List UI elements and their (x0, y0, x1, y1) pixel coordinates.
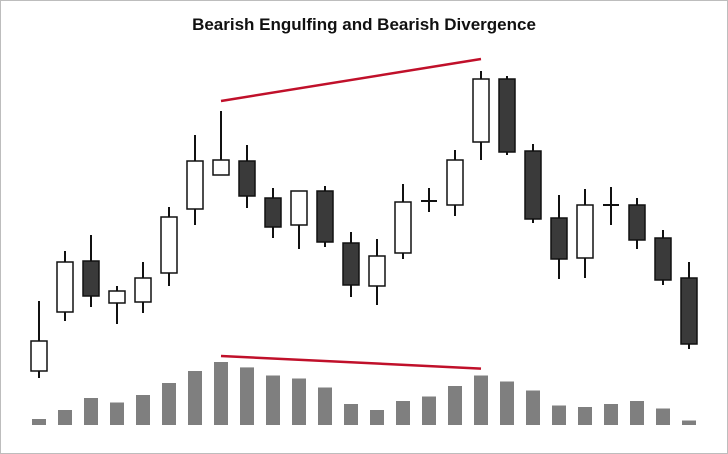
candle-body-down (264, 197, 282, 228)
volume-bar (370, 410, 384, 425)
candle-body-up (30, 340, 48, 372)
volume-bar (32, 419, 46, 425)
volume-bar (630, 401, 644, 425)
volume-bar (266, 375, 280, 425)
volume-bar (500, 381, 514, 425)
volume-bar (474, 375, 488, 425)
candle-body-down (680, 277, 698, 345)
chart-title: Bearish Engulfing and Bearish Divergence (192, 15, 536, 34)
candle-body-up (108, 290, 126, 304)
volume-bar (58, 410, 72, 425)
volume-bar (136, 395, 150, 425)
candle-body-up (56, 261, 74, 313)
volume-bar (318, 387, 332, 425)
volume-bar (162, 383, 176, 425)
volume-bar (422, 396, 436, 425)
candle-body-up (134, 277, 152, 303)
price-divergence-line (220, 57, 482, 103)
volume-bar (604, 404, 618, 425)
volume-bar (84, 398, 98, 425)
volume-divergence-line (220, 354, 482, 370)
volume-bar (526, 390, 540, 425)
candle-body-down (654, 237, 672, 281)
candle-body-up (368, 255, 386, 287)
candle-body-up (576, 204, 594, 259)
candle-body-up (394, 201, 412, 254)
candle-body-down (628, 204, 646, 241)
volume-bar (656, 408, 670, 425)
volume-bar (448, 386, 462, 425)
volume-bar (214, 362, 228, 425)
candle-body-up (472, 78, 490, 143)
volume-bar (552, 405, 566, 425)
volume-bar (344, 404, 358, 425)
volume-bar (682, 420, 696, 425)
volume-bar (188, 371, 202, 425)
candle-body-down (316, 190, 334, 243)
candle-body-up (446, 159, 464, 206)
candle-body-down (342, 242, 360, 286)
candle-body-down (238, 160, 256, 197)
volume-bar (240, 367, 254, 425)
candle-body-down (524, 150, 542, 220)
candle-body-down (550, 217, 568, 260)
candle-body-up (290, 190, 308, 226)
candle-body-up (186, 160, 204, 210)
volume-bar (578, 407, 592, 425)
candle-body-down (498, 78, 516, 153)
candle-body-down (82, 260, 100, 297)
volume-bar (396, 401, 410, 425)
volume-bar (110, 402, 124, 425)
candle-body-up (160, 216, 178, 274)
candle-body-up (212, 159, 230, 176)
volume-bar (292, 378, 306, 425)
